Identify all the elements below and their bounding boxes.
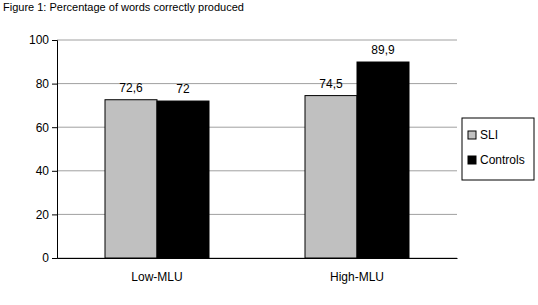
y-tick-mark [52, 258, 57, 259]
y-tick-label: 0 [42, 251, 49, 265]
legend: SLI Controls [462, 118, 534, 180]
legend-label: SLI [480, 128, 498, 142]
bar [105, 100, 157, 258]
y-axis: 0 20 40 60 80 100 [29, 33, 58, 265]
title: Figure 1: Percentage of words correctly … [3, 1, 244, 13]
y-tick: 0 [42, 251, 57, 265]
y-tick: 60 [36, 121, 57, 135]
bar [357, 62, 409, 258]
y-tick-label: 60 [36, 121, 50, 135]
y-tick-mark [52, 40, 57, 41]
data-label: 74,5 [319, 77, 343, 91]
bars [105, 62, 409, 258]
legend-swatch [468, 156, 476, 164]
x-axis: Low-MLU High-MLU [58, 258, 458, 284]
y-tick-mark [52, 127, 57, 128]
legend-box [462, 118, 534, 180]
y-tick: 40 [36, 164, 57, 178]
bar [157, 101, 209, 258]
x-tick-label: High-MLU [330, 270, 384, 284]
y-tick: 100 [29, 33, 57, 47]
y-tick-label: 40 [36, 164, 50, 178]
y-tick-label: 20 [36, 208, 50, 222]
x-axis-line [58, 258, 458, 259]
y-tick-label: 80 [36, 77, 50, 91]
x-tick: Low-MLU [131, 258, 182, 284]
chart: Figure 1: Percentage of words correctly … [0, 0, 538, 305]
grid [57, 40, 457, 258]
data-labels: 72,6 74,5 72 89,9 [119, 43, 395, 96]
data-label: 72,6 [119, 81, 143, 95]
y-tick-mark [52, 84, 57, 85]
y-axis-line [52, 41, 58, 259]
x-tick: High-MLU [330, 258, 384, 284]
plot: 72,6 74,5 72 89,9 0 20 40 60 80 100 Low-MLU High-ML… [29, 33, 458, 283]
y-tick-label: 100 [29, 33, 49, 47]
x-tick-label: Low-MLU [131, 270, 182, 284]
legend-swatch [468, 131, 476, 139]
grid-line [57, 40, 457, 41]
data-label: 89,9 [371, 43, 395, 57]
data-label: 72 [176, 82, 190, 96]
legend-label: Controls [480, 153, 525, 167]
y-tick: 20 [36, 208, 57, 222]
y-tick-mark [52, 171, 57, 172]
y-tick-mark [52, 214, 57, 215]
bar [305, 96, 357, 258]
y-tick: 80 [36, 77, 57, 91]
